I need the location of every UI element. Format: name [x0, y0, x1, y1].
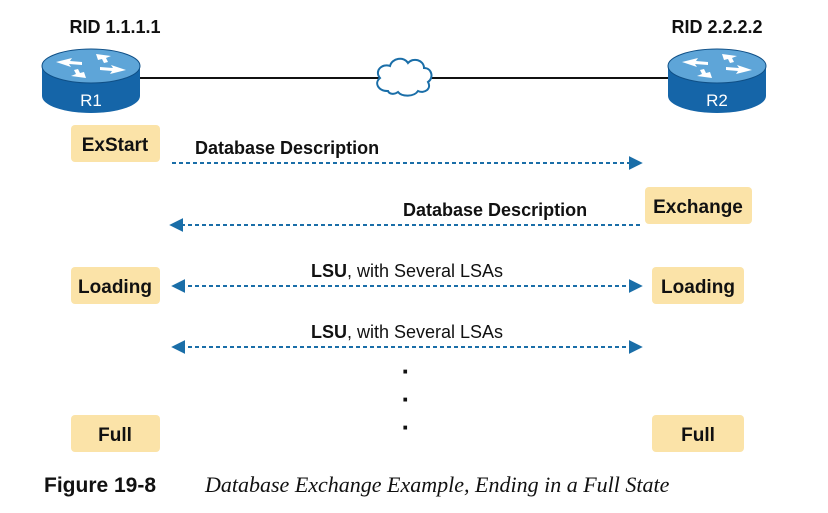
state-r1-exstart: ExStart — [71, 125, 160, 162]
cloud-icon — [376, 57, 433, 97]
state-r1-full: Full — [71, 415, 160, 452]
r1-name-label: R1 — [80, 91, 102, 110]
state-r2-full: Full — [652, 415, 744, 452]
message-4-rest: , with Several LSAs — [347, 322, 503, 342]
continuation-dot-2: · — [402, 384, 411, 414]
r1-rid-label: RID 1.1.1.1 — [69, 17, 160, 37]
state-r2-loading: Loading — [652, 267, 744, 304]
message-3-label: LSU, with Several LSAs — [311, 261, 503, 281]
router-icon — [41, 48, 141, 113]
state-label: ExStart — [82, 135, 149, 156]
state-r1-loading: Loading — [71, 267, 160, 304]
state-label: Exchange — [653, 197, 743, 218]
figure-number: Figure 19-8 — [44, 474, 156, 497]
router-r2: R2 — [667, 48, 767, 113]
r2-name-label: R2 — [706, 91, 728, 110]
continuation-dot-1: · — [402, 356, 411, 386]
router-r1: R1 — [41, 48, 141, 113]
message-4-bold: LSU — [311, 322, 347, 342]
message-1-label: Database Description — [195, 138, 379, 158]
message-2-label: Database Description — [403, 200, 587, 220]
continuation-dot-3: · — [402, 412, 411, 442]
router-icon — [667, 48, 767, 113]
message-4-label: LSU, with Several LSAs — [311, 322, 503, 342]
r2-rid-label: RID 2.2.2.2 — [671, 17, 762, 37]
message-3-bold: LSU — [311, 261, 347, 281]
state-label: Full — [681, 425, 715, 446]
figure-title: Database Exchange Example, Ending in a F… — [204, 472, 670, 497]
state-r2-exchange: Exchange — [645, 187, 752, 224]
message-3-rest: , with Several LSAs — [347, 261, 503, 281]
state-label: Loading — [78, 277, 152, 298]
state-label: Full — [98, 425, 132, 446]
message-1-bold: Database Description — [195, 138, 379, 158]
message-2-bold: Database Description — [403, 200, 587, 220]
state-label: Loading — [661, 277, 735, 298]
